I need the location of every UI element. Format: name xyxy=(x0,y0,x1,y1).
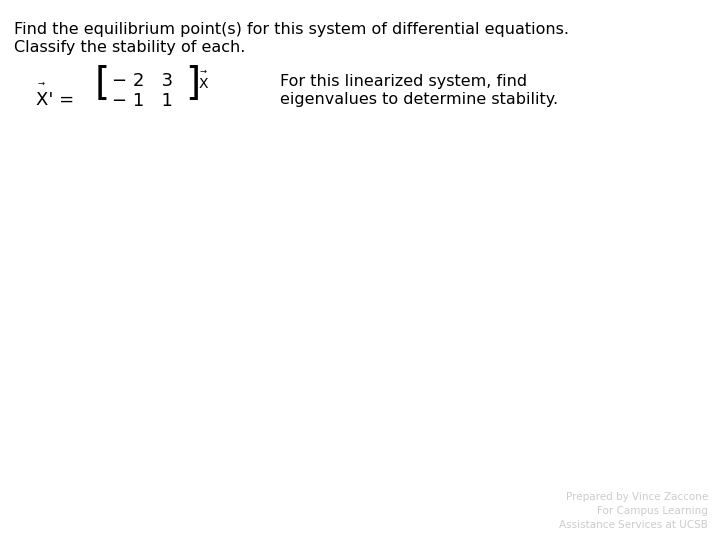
Text: Find the equilibrium point(s) for this system of differential equations.: Find the equilibrium point(s) for this s… xyxy=(14,22,569,37)
Text: →: → xyxy=(200,67,207,76)
Text: − 2   3: − 2 3 xyxy=(112,72,173,90)
Text: Prepared by Vince Zaccone: Prepared by Vince Zaccone xyxy=(566,492,708,502)
Text: [: [ xyxy=(95,65,110,103)
Text: For this linearized system, find: For this linearized system, find xyxy=(280,74,527,89)
Text: X: X xyxy=(199,77,209,91)
Text: For Campus Learning: For Campus Learning xyxy=(597,506,708,516)
Text: →: → xyxy=(38,79,45,88)
Text: − 1   1: − 1 1 xyxy=(112,92,173,110)
Text: ]: ] xyxy=(185,65,200,103)
Text: Assistance Services at UCSB: Assistance Services at UCSB xyxy=(559,520,708,530)
Text: X' =: X' = xyxy=(36,91,74,109)
Text: Classify the stability of each.: Classify the stability of each. xyxy=(14,40,246,55)
Text: eigenvalues to determine stability.: eigenvalues to determine stability. xyxy=(280,92,558,107)
